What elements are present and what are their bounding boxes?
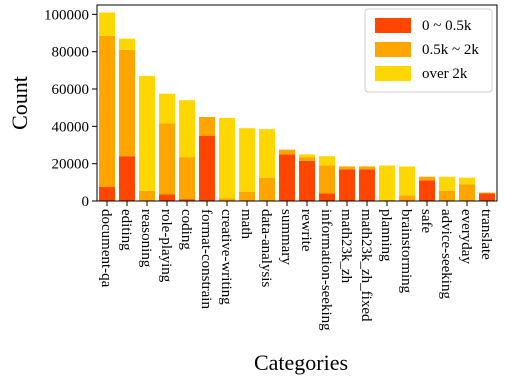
bar-segment <box>299 160 315 201</box>
bar-segment <box>159 93 175 124</box>
bar-segment <box>219 198 235 201</box>
bar-segment <box>439 176 455 191</box>
bar-segment <box>379 165 395 201</box>
x-tick-label: coding <box>178 209 194 250</box>
x-tick-label: rewrite <box>298 209 314 252</box>
bar-segment <box>179 199 195 201</box>
x-tick-label: document-qa <box>98 209 114 288</box>
x-tick-label: summary <box>278 209 294 265</box>
x-tick-label: format-constrain <box>198 209 214 309</box>
x-tick-label: creative-writing <box>218 209 234 305</box>
x-tick-label: math23k_zh_fixed <box>358 209 374 322</box>
bar-segment <box>299 154 315 158</box>
x-tick-label: planning <box>378 209 394 262</box>
y-tick-label: 20000 <box>52 157 90 173</box>
bar-segment <box>119 49 135 157</box>
bar-segment <box>399 195 415 201</box>
bar-segment <box>139 190 155 201</box>
bar-segment <box>199 135 215 201</box>
legend: 0 ~ 0.5k 0.5k ~ 2k over 2k <box>364 8 493 93</box>
x-tick-label: translate <box>478 209 494 260</box>
bar-segment <box>339 169 355 201</box>
x-tick-label: safe <box>418 209 434 233</box>
x-tick-label: role-playing <box>158 209 174 283</box>
x-axis-label: Categories <box>254 350 348 375</box>
x-tick-label: brainstorming <box>398 209 414 294</box>
legend-swatch <box>375 66 411 81</box>
bar-segment <box>139 75 155 191</box>
x-tick-label: advice-seeking <box>438 209 454 299</box>
bar-segment <box>319 165 335 194</box>
bar-segment <box>159 194 175 201</box>
bar-segment <box>419 180 435 201</box>
x-tick-label: information-seeking <box>318 209 334 331</box>
bar-segment <box>479 192 495 194</box>
bar-segment <box>319 156 335 166</box>
bar-segment <box>239 191 255 201</box>
bar-segment <box>359 169 375 201</box>
x-tick-label: math23k_zh <box>338 209 354 284</box>
bar-segment <box>159 123 175 195</box>
bar-segment <box>439 190 455 201</box>
legend-label: over 2k <box>422 66 468 82</box>
y-axis-label: Count <box>7 76 32 130</box>
x-tick-label: math <box>238 209 254 239</box>
bar-segment <box>279 149 295 155</box>
bar-segment <box>459 184 475 201</box>
bar-segment <box>199 117 215 136</box>
bar-segment <box>459 177 475 185</box>
legend-label: 0.5k ~ 2k <box>422 42 479 58</box>
y-tick-label: 40000 <box>52 119 90 135</box>
bar-segment <box>259 177 275 201</box>
bar-segment <box>179 100 195 158</box>
x-tick-label: reasoning <box>138 209 154 268</box>
y-axis: 0 20000 40000 60000 80000 100000 <box>44 7 97 210</box>
bar-segment <box>279 154 295 201</box>
bar-segment <box>479 193 495 201</box>
x-tick-label: editing <box>118 209 134 251</box>
bar-segment <box>119 156 135 201</box>
bar-segment <box>99 12 115 36</box>
bar-segment <box>219 117 235 199</box>
x-tick-label: data-analysis <box>258 209 274 287</box>
bar-segment <box>339 166 355 170</box>
legend-swatch <box>375 18 411 33</box>
bar-segment <box>259 129 275 178</box>
bars <box>99 12 495 201</box>
y-tick-label: 80000 <box>52 45 90 61</box>
legend-label: 0 ~ 0.5k <box>422 18 472 34</box>
bar-segment <box>399 166 415 196</box>
bar-segment <box>419 176 435 181</box>
bar-segment <box>319 193 335 201</box>
y-tick-label: 100000 <box>44 7 89 23</box>
x-tick-label: everyday <box>458 209 474 264</box>
bar-segment <box>119 38 135 50</box>
bar-segment <box>179 157 195 200</box>
axes-frame <box>96 4 498 202</box>
bar-segment <box>99 35 115 187</box>
x-axis: document-qa editing reasoning role-playing c… <box>98 201 494 331</box>
bar-segment <box>299 157 315 161</box>
y-tick-label: 0 <box>82 194 90 210</box>
y-tick-label: 60000 <box>52 82 90 98</box>
bar-segment <box>239 128 255 192</box>
bar-segment <box>359 166 375 170</box>
bar-segment <box>99 187 115 201</box>
legend-swatch <box>375 42 411 57</box>
